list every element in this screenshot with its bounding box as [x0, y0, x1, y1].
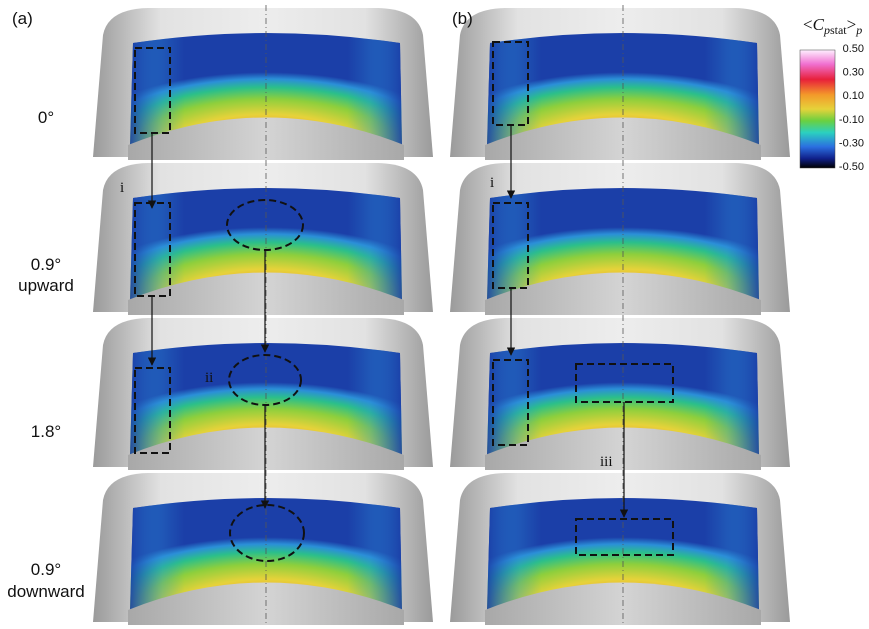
colorbar-title: <Cpstat>p — [803, 15, 862, 37]
row-label: 0.9° — [31, 560, 61, 579]
annotation: i — [120, 180, 124, 196]
title-part: stat — [830, 23, 847, 37]
title-part: < — [803, 15, 813, 34]
row-label: upward — [18, 276, 74, 295]
panels — [93, 5, 790, 625]
annotation: ii — [205, 370, 213, 386]
annotation: iii — [600, 454, 613, 470]
colorbar — [800, 50, 835, 168]
colorbar-tick: 0.50 — [843, 43, 864, 55]
figure: <Cpstat>p iiiiiii(a)(b)0°0.9°upward1.8°0… — [0, 0, 869, 629]
row-label: downward — [7, 582, 85, 601]
panel-label: (b) — [452, 9, 473, 28]
colorbar-tick: -0.30 — [839, 137, 864, 149]
colorbar-tick: 0.30 — [843, 67, 864, 79]
row-label: 0.9° — [31, 255, 61, 274]
panel-label: (a) — [12, 9, 33, 28]
row-label: 1.8° — [31, 422, 61, 441]
title-part: p — [823, 23, 830, 37]
annotation: i — [490, 175, 494, 191]
title-part: p — [855, 23, 862, 37]
colorbar-tick: -0.50 — [839, 161, 864, 173]
row-label: 0° — [38, 108, 54, 127]
colorbar-tick: 0.10 — [843, 90, 864, 102]
title-part: C — [813, 15, 825, 34]
colorbar-tick: -0.10 — [839, 114, 864, 126]
title-part: > — [847, 15, 857, 34]
